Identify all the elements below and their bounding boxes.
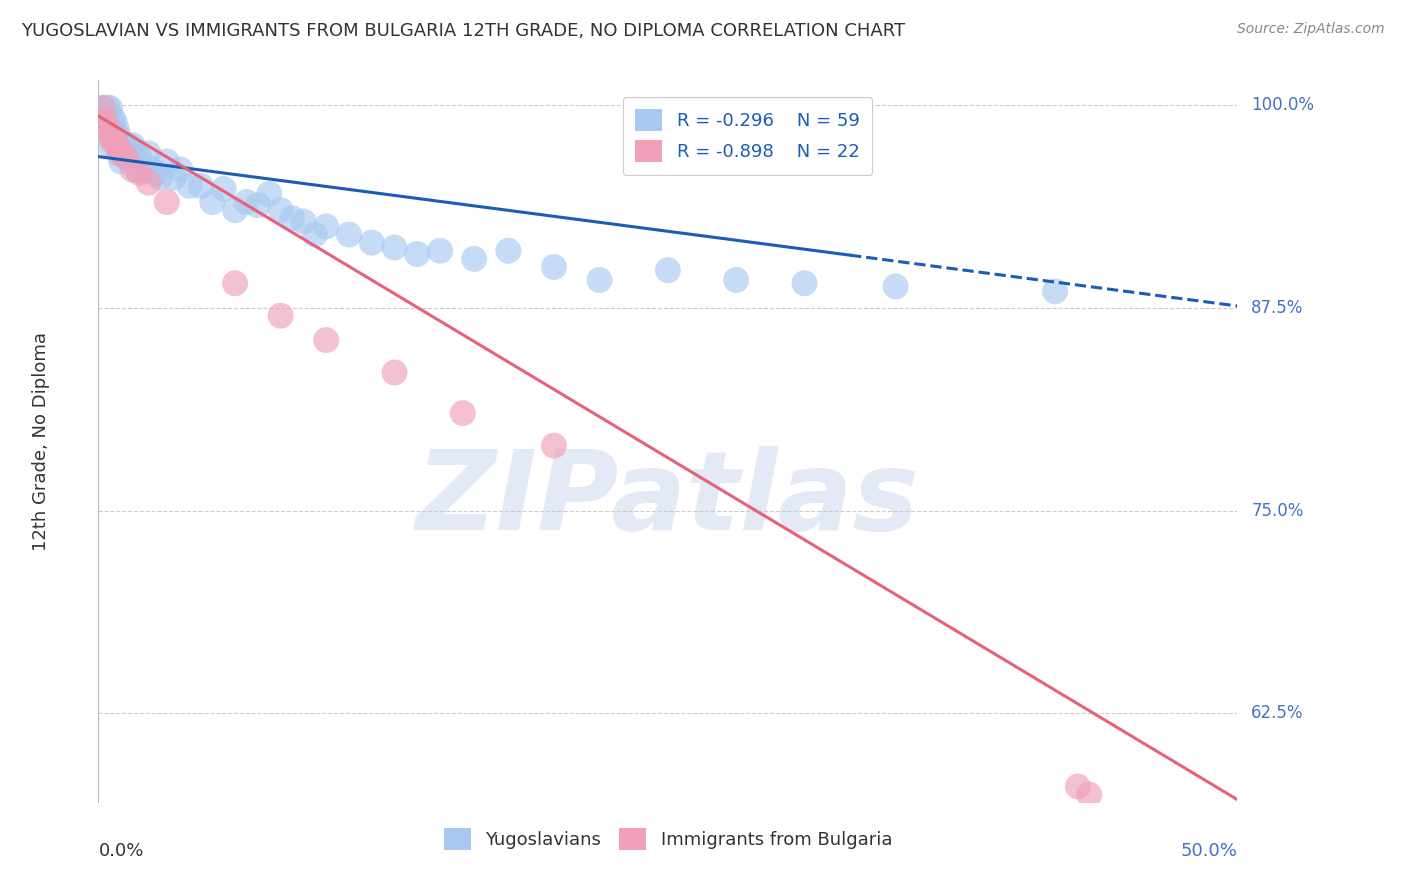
Point [543,439,565,453]
Point [98,127,121,141]
Point [108,143,131,157]
Point [884,279,907,293]
Point [94,114,117,128]
Point [337,227,360,242]
Point [270,309,292,323]
Point [463,252,485,266]
Point [588,273,610,287]
Point [246,198,269,212]
Point [190,178,212,193]
Point [1078,788,1101,802]
Point [429,244,451,258]
Point [105,138,128,153]
Point [235,195,257,210]
Point [101,133,124,147]
Point [124,146,146,161]
Text: 0.0%: 0.0% [98,842,143,860]
Point [212,182,235,196]
Point [128,150,150,164]
Point [270,203,292,218]
Point [725,273,748,287]
Point [108,130,131,145]
Text: Source: ZipAtlas.com: Source: ZipAtlas.com [1237,22,1385,37]
Point [98,138,121,153]
Point [793,277,815,291]
Point [110,146,132,161]
Point [281,211,304,226]
Point [145,166,167,180]
Point [224,277,246,291]
Point [91,101,114,115]
Point [114,146,136,161]
Point [96,122,118,136]
Text: 100.0%: 100.0% [1251,95,1315,113]
Point [543,260,565,274]
Point [105,122,128,136]
Point [138,176,160,190]
Point [1067,780,1090,794]
Point [103,114,125,128]
Point [91,101,114,115]
Point [117,138,139,153]
Point [156,154,179,169]
Point [384,366,406,380]
Point [201,195,224,210]
Point [162,170,184,185]
Text: YUGOSLAVIAN VS IMMIGRANTS FROM BULGARIA 12TH GRADE, NO DIPLOMA CORRELATION CHART: YUGOSLAVIAN VS IMMIGRANTS FROM BULGARIA … [21,22,905,40]
Text: 87.5%: 87.5% [1251,299,1303,317]
Point [498,244,520,258]
Point [292,214,315,228]
Point [98,101,121,115]
Point [132,162,155,177]
Point [315,219,337,234]
Legend: Yugoslavians, Immigrants from Bulgaria: Yugoslavians, Immigrants from Bulgaria [434,819,901,859]
Point [384,240,406,254]
Text: 75.0%: 75.0% [1251,501,1303,519]
Point [406,247,429,261]
Point [108,146,131,161]
Point [169,162,191,177]
Point [94,114,117,128]
Point [121,138,143,153]
Text: 50.0%: 50.0% [1181,842,1237,860]
Point [110,138,132,153]
Text: ZIPatlas: ZIPatlas [416,446,920,553]
Point [128,166,150,180]
Point [179,178,201,193]
Text: 12th Grade, No Diploma: 12th Grade, No Diploma [32,332,51,551]
Point [120,154,142,169]
Point [103,130,125,145]
Point [101,122,124,136]
Point [315,333,337,347]
Point [139,162,162,177]
Point [657,263,679,277]
Point [96,101,118,115]
Point [101,111,124,125]
Point [112,138,135,153]
Point [110,154,132,169]
Point [149,170,172,185]
Point [224,203,246,218]
Point [1043,285,1066,299]
Text: 62.5%: 62.5% [1251,705,1303,723]
Point [96,122,118,136]
Point [259,186,281,201]
Point [304,227,326,242]
Point [138,146,160,161]
Point [121,162,143,177]
Point [105,138,128,153]
Point [114,150,136,164]
Point [451,406,474,420]
Point [156,195,179,210]
Point [103,130,125,145]
Point [360,235,382,250]
Point [127,162,149,177]
